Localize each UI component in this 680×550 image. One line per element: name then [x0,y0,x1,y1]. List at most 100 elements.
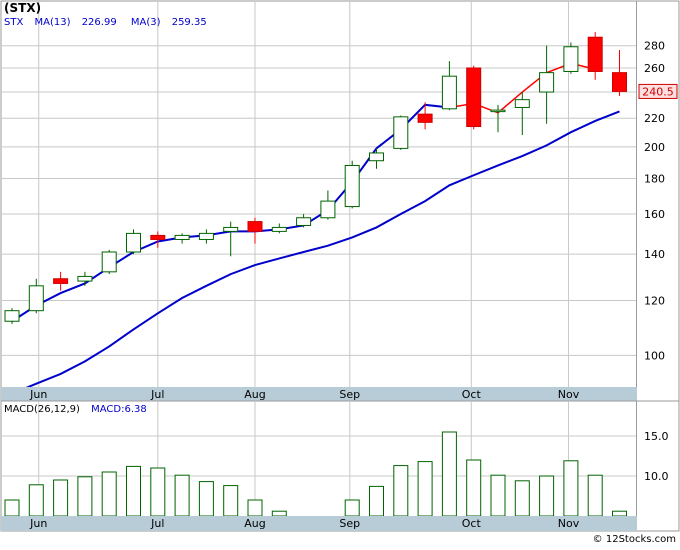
candle-body [247,221,263,232]
macd-x-label: Oct [462,517,482,530]
macd-bar [417,461,433,517]
candle-body [490,109,506,113]
legend-ma-fast-label: MA(3) [131,17,161,28]
macd-y-tick-label: 10.0 [644,470,669,483]
macd-x-label: Sep [339,517,360,530]
macd-bar [174,474,190,517]
candle-body [271,226,287,232]
macd-bar [101,471,117,517]
price-y-tick-label: 220 [644,112,665,125]
chart-title: (STX) [4,1,41,15]
macd-bar [441,431,457,517]
macd-y-tick-labels: 10.0 15.0 [644,430,669,483]
candle-body [539,72,555,93]
macd-y-tick-label: 15.0 [644,430,669,443]
last-price-tag [638,83,678,99]
macd-x-label: Jul [150,517,164,530]
macd-bar [539,475,555,517]
candle-body [101,251,117,273]
candle [466,65,482,130]
candle [563,42,579,74]
candle-body [417,113,433,123]
candle [296,213,312,228]
macd-bar [344,499,360,517]
candle-body [77,275,93,282]
candle [150,231,166,248]
price-y-tick-label: 100 [644,349,665,362]
macd-bar [4,499,20,517]
candle [393,115,409,150]
macd-bars [4,431,627,517]
macd-axis-divider [636,401,637,531]
candle [198,229,214,244]
price-x-label: Oct [462,388,482,401]
watermark: © 12Stocks.com [593,534,676,545]
macd-bar [393,465,409,517]
price-x-label: Nov [558,388,580,401]
candle [28,278,44,314]
legend-line: STX MA(13) 226.99 MA(3) 259.35 [4,17,207,28]
candle-body [344,164,360,208]
candle [344,160,360,209]
price-x-label: Jul [150,388,164,401]
macd-bar [587,474,603,517]
legend-ma-slow-label: MA(13) [35,17,71,28]
price-gridlines [1,1,636,387]
macd-legend: MACD(26,12,9) MACD:6.38 [4,404,147,415]
candle-body [369,152,384,162]
macd-x-label: Nov [558,517,580,530]
candle-body [393,116,409,149]
price-axis-divider [636,1,637,401]
price-x-label: Jun [29,388,47,401]
ma13-line [11,110,620,395]
legend-ma-slow-value: 226.99 [82,17,117,28]
macd-bar [563,460,579,517]
candle-body [320,200,336,219]
candle [587,32,603,80]
candle [514,92,530,136]
macd-bar [369,485,384,517]
price-x-label: Sep [339,388,360,401]
macd-bar [223,485,239,517]
macd-bar [490,474,506,517]
candle-body [174,234,190,240]
price-y-tick-label: 140 [644,248,665,261]
candle [539,45,555,124]
candle [223,221,239,257]
macd-bar [53,479,69,517]
price-y-tick-label: 280 [644,40,665,53]
candle-body [4,310,20,322]
candle-body [441,75,457,110]
macd-bar [247,499,263,517]
macd-bar [77,476,93,517]
candle [417,102,433,130]
candle-body [563,46,579,72]
macd-legend-label: MACD(26,12,9) [4,404,80,415]
candle-body [612,72,627,92]
price-x-labels: Jun Jul Aug Sep Oct Nov [29,388,580,401]
macd-x-label: Aug [244,517,265,530]
macd-legend-value: MACD:6.38 [91,404,147,415]
macd-bar [271,510,287,517]
macd-x-labels: Jun Jul Aug Sep Oct Nov [29,517,580,530]
candle-body [466,67,482,128]
candle [271,223,287,234]
macd-x-label: Jun [29,517,47,530]
price-y-tick-label: 160 [644,208,665,221]
candle [53,271,69,291]
candle [369,148,384,169]
candle [612,50,627,96]
candle-body [198,232,214,240]
price-x-label: Aug [244,388,265,401]
candle-body [28,285,44,312]
price-y-tick-label: 180 [644,173,665,186]
candle-body [514,99,530,108]
candle [441,61,457,111]
legend-ma-fast-value: 259.35 [172,17,207,28]
macd-bar [28,484,44,517]
candle-body [223,226,239,232]
candles [4,32,627,324]
price-date-band [1,387,637,401]
